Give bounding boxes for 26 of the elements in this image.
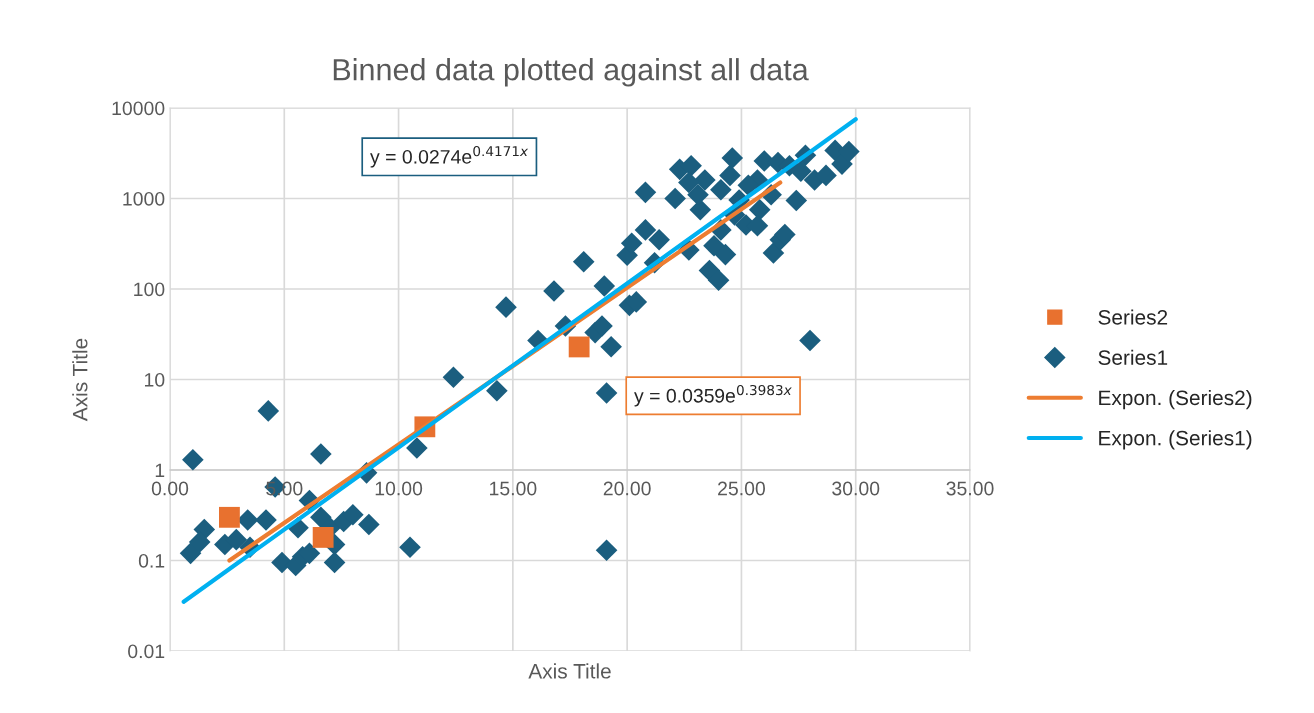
point [312,526,334,548]
annotation: y = 0.0274e$^{0.4171x}$ [370,145,529,168]
point [219,506,240,528]
y-tick-label: 100 [134,282,165,297]
y-tick-label: 1 [155,463,165,478]
legend-label: Series1 [1098,349,1168,365]
x-axis-title: Axis Title [528,663,611,679]
x-tick-label: 15.00 [490,481,537,496]
annotation: y = 0.0359e$^{0.3983x}$ [634,384,792,407]
y-tick-label: 0.01 [128,644,165,659]
x-tick-label: 30.00 [832,481,880,496]
y-tick-label: 1000 [123,191,165,206]
legend-label: Expon. (Series1) [1099,430,1252,450]
legend-label: Expon. (Series2) [1099,389,1252,410]
legend-label: Series2 [1098,309,1168,325]
y-tick-label: 10000 [112,101,165,116]
chart-title: Binned data plotted against all data [333,58,809,87]
x-tick-label: 20.00 [603,481,651,496]
point [568,336,590,358]
y-tick-label: 0.1 [138,553,165,568]
y-axis-title: Axis Title [72,338,88,422]
x-tick-label: 25.00 [718,481,765,496]
x-tick-label: 10.00 [375,481,423,496]
x-tick-label: 0.00 [151,481,189,496]
y-tick-label: 10 [145,372,165,387]
x-tick-label: 35.00 [946,481,994,496]
